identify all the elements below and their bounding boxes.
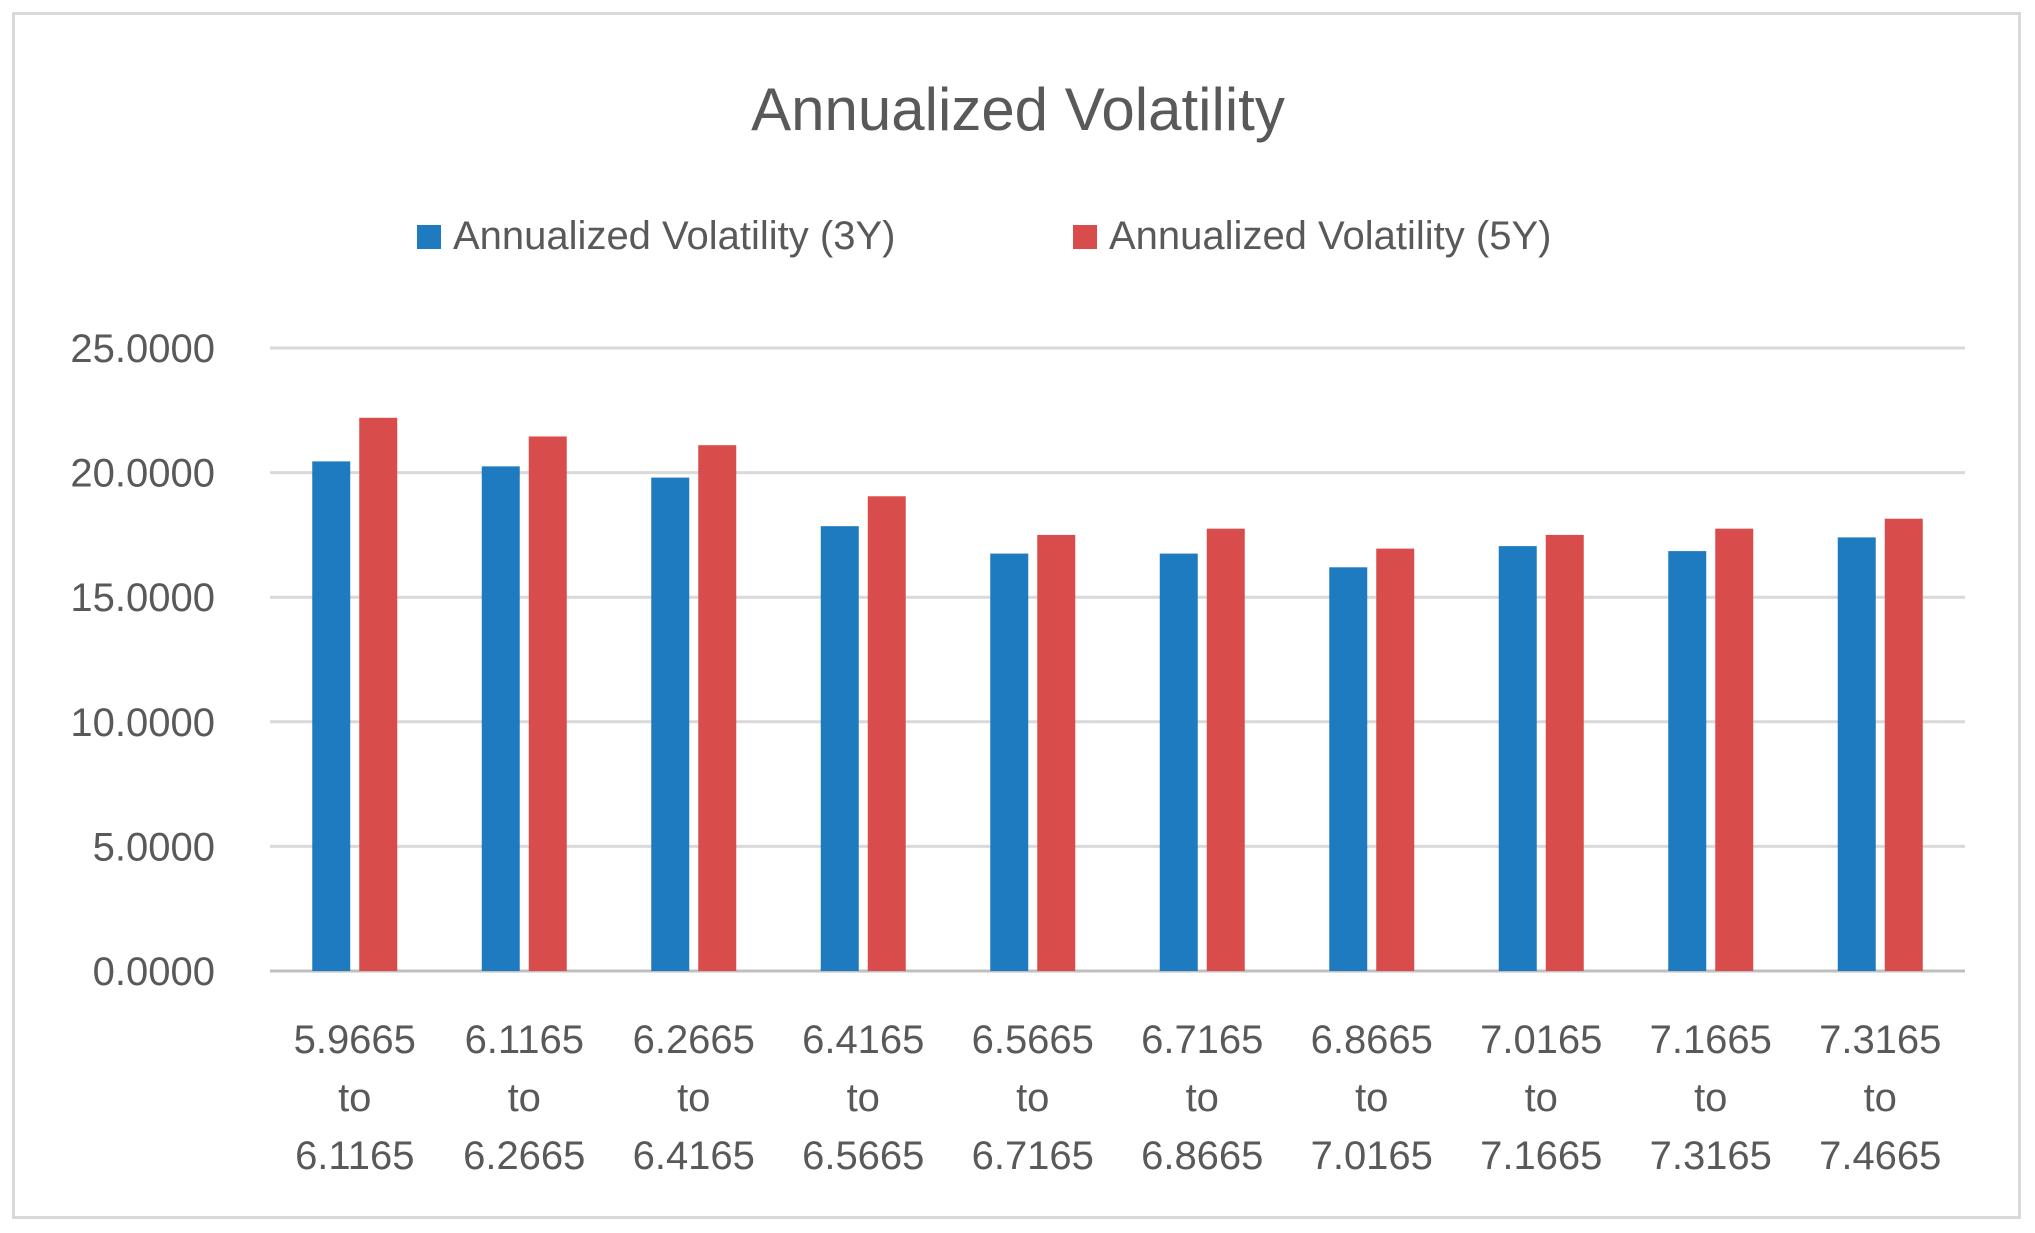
bar-3y [312,461,351,971]
x-tick-label: 6.1165 [465,1018,584,1062]
x-tick-label: 7.0165 [1480,1018,1602,1062]
x-tick-label: 6.8665 [1311,1018,1433,1062]
bars [312,417,1923,971]
x-tick-label: 5.9665 [294,1018,416,1062]
bar-5y [1715,528,1754,971]
x-tick-label: 7.4665 [1819,1134,1941,1178]
bar-3y [1159,553,1198,971]
x-tick-label: 6.2665 [463,1134,585,1178]
x-tick-label: 7.1665 [1480,1134,1602,1178]
bar-5y [359,417,398,971]
x-tick-label: 6.7165 [972,1134,1094,1178]
chart-frame: Annualized Volatility Annualized Volatil… [12,12,2021,1219]
x-tick-label: 6.4165 [633,1134,755,1178]
bar-5y [1206,528,1245,971]
x-tick-label: 7.0165 [1311,1134,1433,1178]
bar-3y [1329,567,1368,971]
legend-swatch-5y [1073,225,1097,249]
x-tick-label: to [508,1076,541,1120]
y-tick-label: 15.0000 [70,576,215,620]
y-axis: 0.0000 5.0000 10.0000 15.0000 20.0000 25.0000 [70,327,215,994]
x-tick-label: 7.3165 [1650,1134,1772,1178]
bar-5y [698,445,737,971]
bar-5y [1376,548,1415,971]
x-tick-label: 6.2665 [633,1018,755,1062]
y-tick-label: 10.0000 [70,701,215,745]
x-tick-label: 7.1665 [1650,1018,1772,1062]
bar-5y [1884,518,1923,971]
x-tick-label: to [1525,1076,1558,1120]
x-tick-label: 7.3165 [1819,1018,1941,1062]
x-axis: 5.9665 to 6.1165 6.1165 to 6.2665 6.2665 to 6.41… [294,1018,1942,1178]
x-tick-label: to [1186,1076,1219,1120]
chart-title: Annualized Volatility [751,76,1285,143]
y-tick-label: 20.0000 [70,452,215,496]
x-tick-label: 6.1165 [295,1134,414,1178]
bar-3y [1668,551,1707,971]
x-tick-label: to [338,1076,371,1120]
bar-3y [820,526,859,971]
bar-chart: Annualized Volatility Annualized Volatil… [70,76,1965,1178]
y-tick-label: 0.0000 [93,950,215,994]
x-tick-label: to [1016,1076,1049,1120]
bar-3y [1837,537,1876,971]
x-tick-label: 6.8665 [1141,1134,1263,1178]
x-tick-label: 6.5665 [802,1134,924,1178]
x-tick-label: to [1864,1076,1897,1120]
x-tick-label: 6.5665 [972,1018,1094,1062]
x-tick-label: to [1694,1076,1727,1120]
bar-3y [481,466,520,971]
x-tick-label: to [847,1076,880,1120]
gridlines [270,346,1965,973]
bar-5y [1545,534,1584,971]
y-tick-label: 25.0000 [70,327,215,371]
legend-label-3y: Annualized Volatility (3Y) [453,214,895,258]
x-tick-label: 6.4165 [802,1018,924,1062]
legend-label-5y: Annualized Volatility (5Y) [1109,214,1551,258]
bar-3y [651,477,690,971]
x-tick-label: to [1355,1076,1388,1120]
bar-3y [990,553,1029,971]
legend: Annualized Volatility (3Y) Annualized Vol… [417,214,1551,258]
bar-5y [867,496,906,971]
bar-5y [528,436,567,971]
legend-swatch-3y [417,225,441,249]
x-tick-label: to [677,1076,710,1120]
bar-5y [1037,534,1076,971]
bar-3y [1498,546,1537,971]
y-tick-label: 5.0000 [93,825,215,869]
x-tick-label: 6.7165 [1141,1018,1263,1062]
